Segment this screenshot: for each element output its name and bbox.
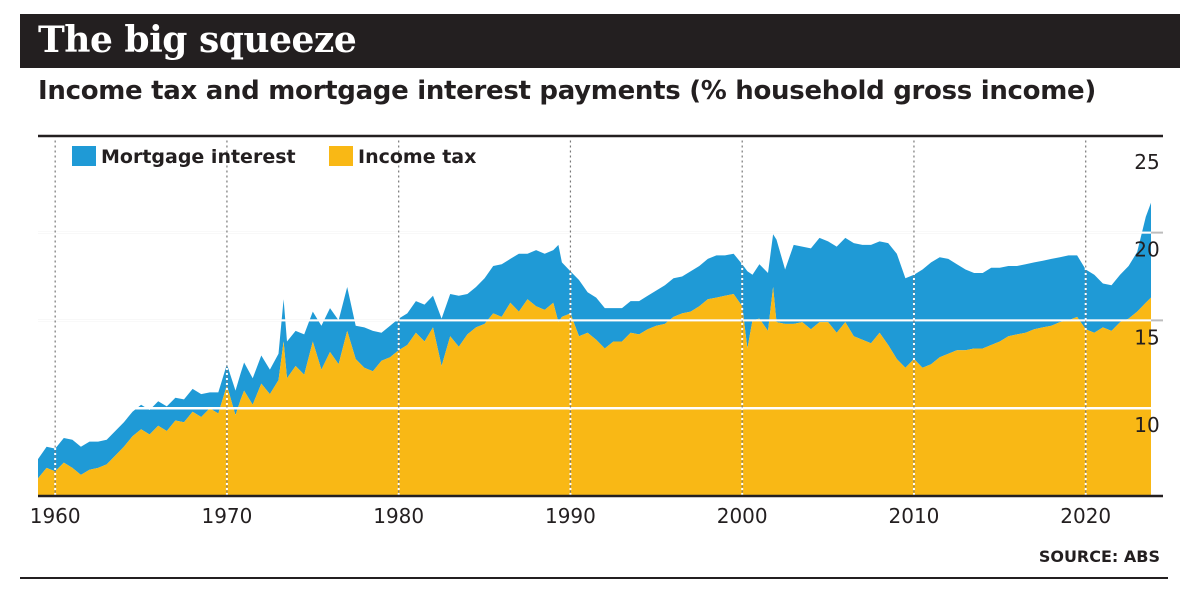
x-tick-label-2010: 2010 (889, 504, 940, 528)
x-tick-label-2000: 2000 (717, 504, 768, 528)
y-tick-label-15: 15 (1134, 325, 1159, 349)
x-tick-label-2020: 2020 (1060, 504, 1111, 528)
frame-layer (38, 134, 1163, 498)
title-bar: The big squeeze (20, 14, 1180, 68)
series-area-income-tax (38, 287, 1151, 496)
legend-label-income-tax: Income tax (358, 146, 476, 168)
legend-swatch-mortgage (72, 146, 96, 166)
x-tick-label-1980: 1980 (373, 504, 424, 528)
x-tick-label-1960: 1960 (30, 504, 81, 528)
chart-title: The big squeeze (38, 19, 357, 61)
areas-layer (38, 202, 1151, 496)
y-tick-label-20: 20 (1134, 238, 1159, 262)
source-note: SOURCE: ABS (1038, 547, 1160, 566)
y-tick-label-10: 10 (1134, 413, 1159, 437)
tick-labels-layer: 1960 1970 1980 1990 2000 2010 2020 10 15 20 25 (30, 150, 1160, 528)
y-tick-label-25: 25 (1134, 150, 1159, 174)
x-tick-label-1970: 1970 (201, 504, 252, 528)
chart-subtitle: Income tax and mortgage interest payment… (38, 76, 1096, 106)
x-tick-label-1990: 1990 (545, 504, 596, 528)
legend-swatch-income-tax (329, 146, 353, 166)
series-area-mortgage-interest (38, 202, 1151, 479)
legend-label-mortgage: Mortgage interest (101, 146, 296, 168)
legend: Mortgage interest Income tax (72, 146, 476, 168)
bottom-rule (20, 577, 1168, 579)
grid-layer (38, 138, 1163, 496)
